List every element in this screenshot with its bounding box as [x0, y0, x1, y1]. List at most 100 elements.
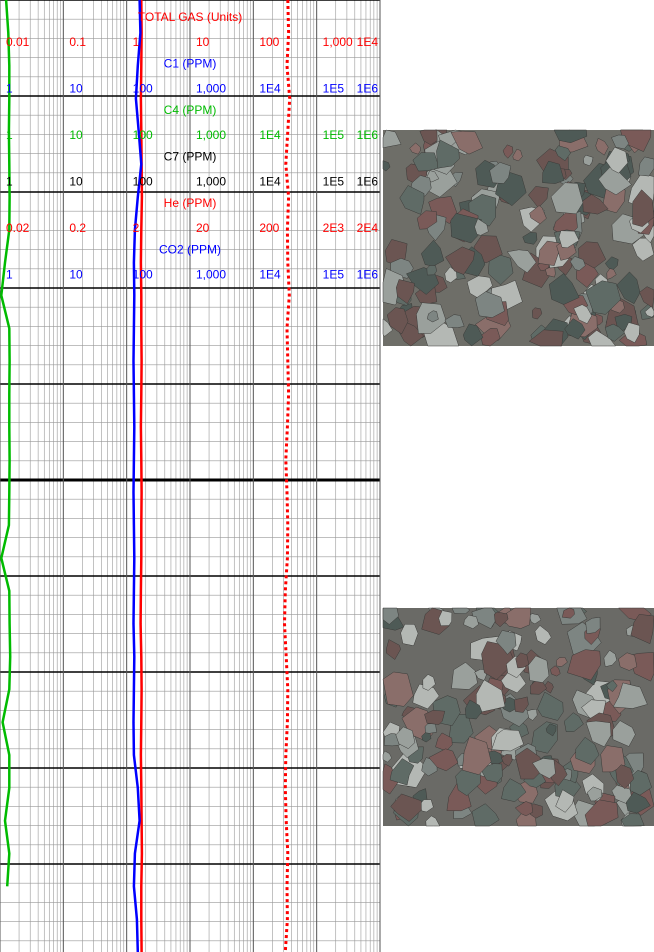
cutting-grain: [501, 778, 527, 802]
scale-tick-label: 1E5: [323, 268, 345, 282]
scale-tick-label: 1: [6, 175, 13, 189]
cutting-grain: [386, 639, 401, 660]
cutting-grain: [419, 129, 438, 146]
cutting-grain: [409, 142, 421, 155]
scale-tick-label: 0.2: [69, 221, 86, 235]
cutting-grain: [606, 268, 617, 280]
curves: [0, 0, 292, 952]
scale-tick-label: 1E6: [357, 268, 379, 282]
cutting-grain: [558, 230, 580, 249]
scale-tick-label: 2: [133, 221, 140, 235]
cutting-grain: [555, 789, 575, 813]
cutting-grain: [400, 623, 419, 647]
cutting-grain: [382, 129, 402, 149]
cutting-grain: [561, 607, 575, 619]
cutting-grain: [542, 160, 565, 184]
cutting-grain: [515, 652, 530, 669]
cutting-grain: [638, 156, 654, 177]
log-curve: [0, 0, 12, 887]
cutting-grain: [462, 323, 484, 347]
cutting-grain: [382, 671, 414, 707]
scale-tick-label: 1,000: [196, 128, 226, 142]
cutting-grain: [529, 205, 547, 225]
cutting-grain: [428, 748, 459, 772]
cutting-grain: [425, 815, 441, 827]
log-curve: [132, 0, 143, 952]
cutting-grain: [495, 630, 517, 655]
cutting-grain: [382, 318, 393, 337]
scale-tick-label: 10: [69, 175, 83, 189]
photos: [382, 129, 654, 827]
cutting-grain: [382, 160, 391, 172]
cutting-grain: [606, 680, 618, 693]
cutting-grain: [573, 304, 593, 325]
cutting-grain: [554, 145, 571, 162]
scale-tick-label: 0.1: [69, 35, 86, 49]
cutting-grain: [502, 144, 514, 159]
cutting-grain: [618, 652, 638, 671]
cutting-grain: [595, 137, 609, 156]
cutting-grain: [424, 710, 446, 725]
cutting-grain: [639, 286, 654, 308]
log-curve: [282, 0, 292, 952]
cutting-grain: [575, 736, 600, 765]
cutting-grain: [600, 745, 626, 773]
cutting-grain: [444, 314, 465, 328]
cutting-grain: [451, 607, 471, 615]
cutting-grain: [451, 662, 478, 690]
cutting-grain: [436, 139, 460, 169]
cutting-grain: [585, 720, 612, 748]
scale-tick-label: 1,000: [196, 175, 226, 189]
scale-title: C4 (PPM): [164, 103, 217, 117]
cutting-grain: [426, 310, 439, 323]
scale-title: TOTAL GAS (Units): [138, 10, 242, 24]
cutting-grain: [386, 307, 409, 335]
cutting-grain: [416, 210, 438, 230]
scale-tick-label: 0.02: [6, 221, 30, 235]
scale-tick-label: 1E4: [259, 128, 281, 142]
scale-tick-label: 20: [196, 221, 210, 235]
cutting-grain: [526, 708, 538, 721]
scale-title: He (PPM): [164, 196, 217, 210]
cutting-grain: [620, 129, 652, 152]
cutting-grain: [616, 271, 641, 305]
scale-tick-label: 1E4: [357, 35, 379, 49]
cutting-grain: [567, 649, 602, 681]
cutting-grain: [625, 791, 651, 814]
cutting-grain: [612, 720, 636, 747]
scale-tick-label: 1E6: [357, 175, 379, 189]
cutting-grain: [396, 279, 415, 305]
cutting-grain: [463, 614, 479, 630]
cutting-grain: [384, 733, 400, 747]
cutting-grain: [550, 665, 561, 677]
scale-tick-label: 10: [69, 128, 83, 142]
cutting-grain: [532, 307, 543, 320]
cutting-grain: [522, 232, 538, 245]
cutting-grain: [553, 129, 588, 144]
scale-tick-label: 100: [133, 128, 153, 142]
grid: [0, 0, 381, 952]
scale-tick-label: 200: [259, 221, 279, 235]
cutting-grain: [564, 318, 586, 340]
cutting-grain: [630, 614, 654, 645]
cutting-grain: [583, 154, 594, 167]
scale-title: C1 (PPM): [164, 57, 217, 71]
cutting-grain: [389, 758, 415, 786]
scale-tick-label: 1E5: [323, 82, 345, 96]
cutting-grain: [598, 162, 632, 196]
cutting-grain: [464, 699, 483, 720]
cutting-grain: [605, 146, 629, 174]
cutting-grain: [534, 625, 552, 645]
cutting-grain: [603, 649, 617, 668]
scale-tick-label: 1: [6, 268, 13, 282]
scale-tick-label: 2E4: [357, 221, 379, 235]
scale-tick-label: 100: [259, 35, 279, 49]
cutting-grain: [382, 750, 392, 763]
cutting-grain: [644, 305, 654, 318]
cutting-grain: [506, 249, 537, 274]
cutting-grain: [475, 679, 506, 714]
cutting-grain: [422, 674, 436, 691]
cutting-grain: [550, 182, 584, 215]
cutting-grain: [462, 736, 492, 776]
cutting-grain: [426, 265, 437, 276]
